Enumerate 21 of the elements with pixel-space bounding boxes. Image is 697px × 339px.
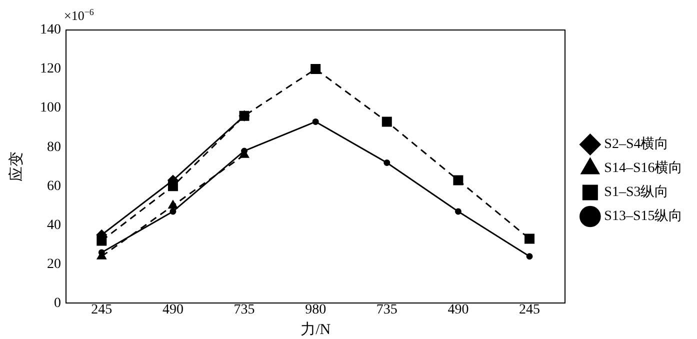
y-tick-label: 80 — [47, 140, 61, 155]
y-tick-label: 120 — [40, 62, 61, 77]
legend-label: S1–S3纵向 — [604, 184, 669, 200]
legend-label: S14–S16横向 — [604, 160, 683, 176]
y-tick-label: 140 — [40, 22, 61, 38]
x-tick-label: 490 — [162, 302, 184, 318]
x-axis-title: 力/N — [300, 320, 331, 338]
x-tick-label: 245 — [519, 302, 540, 318]
y-tick-label: 40 — [47, 218, 61, 233]
x-tick-label: 245 — [91, 302, 112, 318]
y-tick-label: 0 — [54, 296, 61, 311]
y-axis-title: 应变 — [8, 152, 25, 182]
y-tick-label: 20 — [47, 256, 61, 272]
x-tick-label: 735 — [234, 302, 255, 318]
x-tick-label: 735 — [376, 302, 398, 318]
x-tick-label: 490 — [448, 302, 469, 318]
legend-label: S2–S4横向 — [604, 136, 669, 152]
legend-label: S13–S15纵向 — [604, 208, 683, 224]
x-tick-label: 980 — [305, 302, 326, 318]
y-tick-label: 60 — [47, 178, 61, 194]
y-tick-label: 100 — [40, 100, 61, 116]
